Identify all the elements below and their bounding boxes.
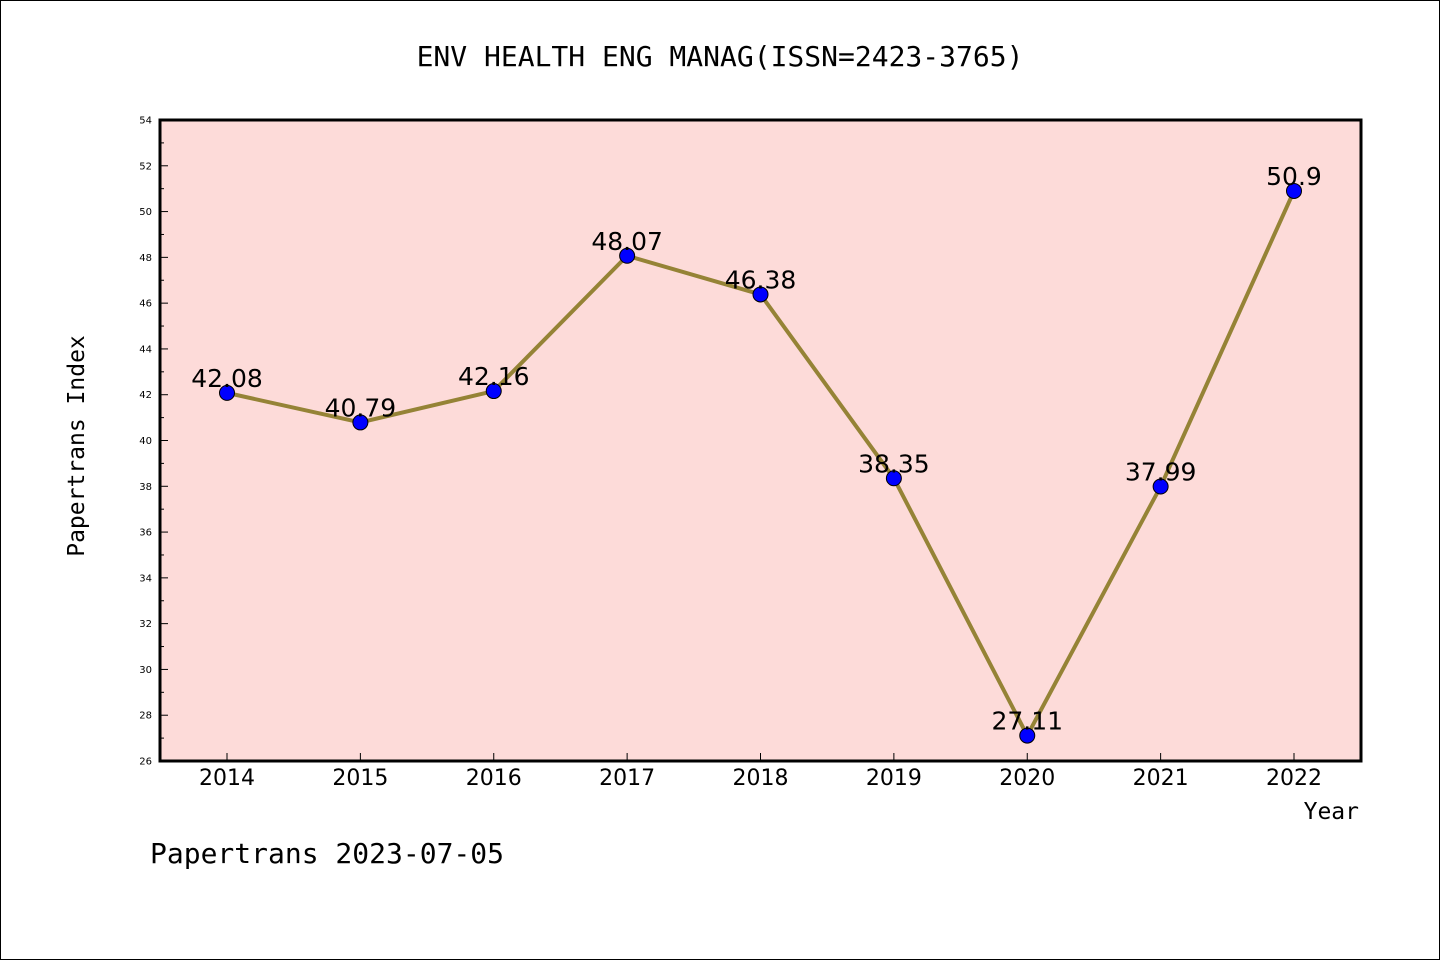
y-tick-label: 42 (139, 390, 152, 401)
data-point-marker (1152, 478, 1169, 495)
y-tick-label: 50 (139, 207, 152, 218)
y-tick-label: 44 (139, 344, 152, 355)
data-label: 46.38 (725, 265, 797, 294)
x-tick-label: 2019 (866, 766, 922, 791)
data-label: 50.9 (1266, 162, 1322, 191)
y-tick-label: 54 (139, 116, 152, 127)
y-tick-label: 40 (139, 436, 152, 447)
x-tick-label: 2020 (999, 766, 1055, 791)
x-tick-label: 2014 (199, 766, 255, 791)
data-label: 38.35 (858, 449, 930, 478)
x-tick-label: 2022 (1266, 766, 1322, 791)
y-tick-label: 28 (139, 711, 152, 722)
data-label: 37.99 (1125, 458, 1197, 487)
data-point-marker (1286, 182, 1302, 199)
data-point-marker (1019, 727, 1036, 744)
y-tick-label: 52 (139, 161, 152, 172)
data-point-marker (752, 286, 769, 303)
x-axis: 2014 2015 2016 2017 2018 2019 2020 2021 2022 (199, 753, 1322, 791)
y-tick-label: 32 (139, 619, 152, 630)
y-tick-label: 46 (139, 299, 152, 310)
data-point-marker (619, 247, 636, 264)
series-line-group (219, 182, 1302, 744)
x-tick-label: 2018 (733, 766, 789, 791)
chart-title: ENV HEALTH ENG MANAG(ISSN=2423-3765) (417, 40, 1024, 73)
x-tick-label: 2017 (599, 766, 655, 791)
x-axis-label: Year (1304, 799, 1359, 825)
data-label: 42.08 (191, 364, 263, 393)
data-point-marker (352, 414, 369, 431)
y-tick-label: 36 (139, 528, 152, 539)
data-label: 42.16 (458, 362, 530, 391)
y-tick-label: 26 (139, 757, 152, 768)
x-tick-label: 2015 (332, 766, 388, 791)
y-axis-label: Papertrans Index (64, 335, 90, 557)
x-tick-label: 2021 (1133, 766, 1189, 791)
data-label: 48.07 (591, 227, 663, 256)
data-labels-group: 42.08 40.79 42.16 48.07 46.38 38.35 27.11 37.99… (191, 162, 1322, 736)
data-point-marker (885, 470, 902, 487)
data-point-marker (219, 384, 235, 401)
data-point-marker (485, 383, 502, 400)
y-tick-label: 34 (139, 573, 152, 584)
y-tick-label: 30 (139, 665, 152, 676)
data-label: 27.11 (991, 707, 1063, 736)
footer-text: Papertrans 2023-07-05 (150, 837, 504, 870)
y-axis: 26 28 30 32 34 36 38 40 42 44 46 48 50 52 54 (139, 116, 168, 768)
y-tick-label: 48 (139, 253, 152, 264)
x-tick-label: 2016 (466, 766, 522, 791)
data-label: 40.79 (325, 393, 397, 422)
y-tick-label: 38 (139, 482, 152, 493)
plot-area (158, 118, 1363, 763)
